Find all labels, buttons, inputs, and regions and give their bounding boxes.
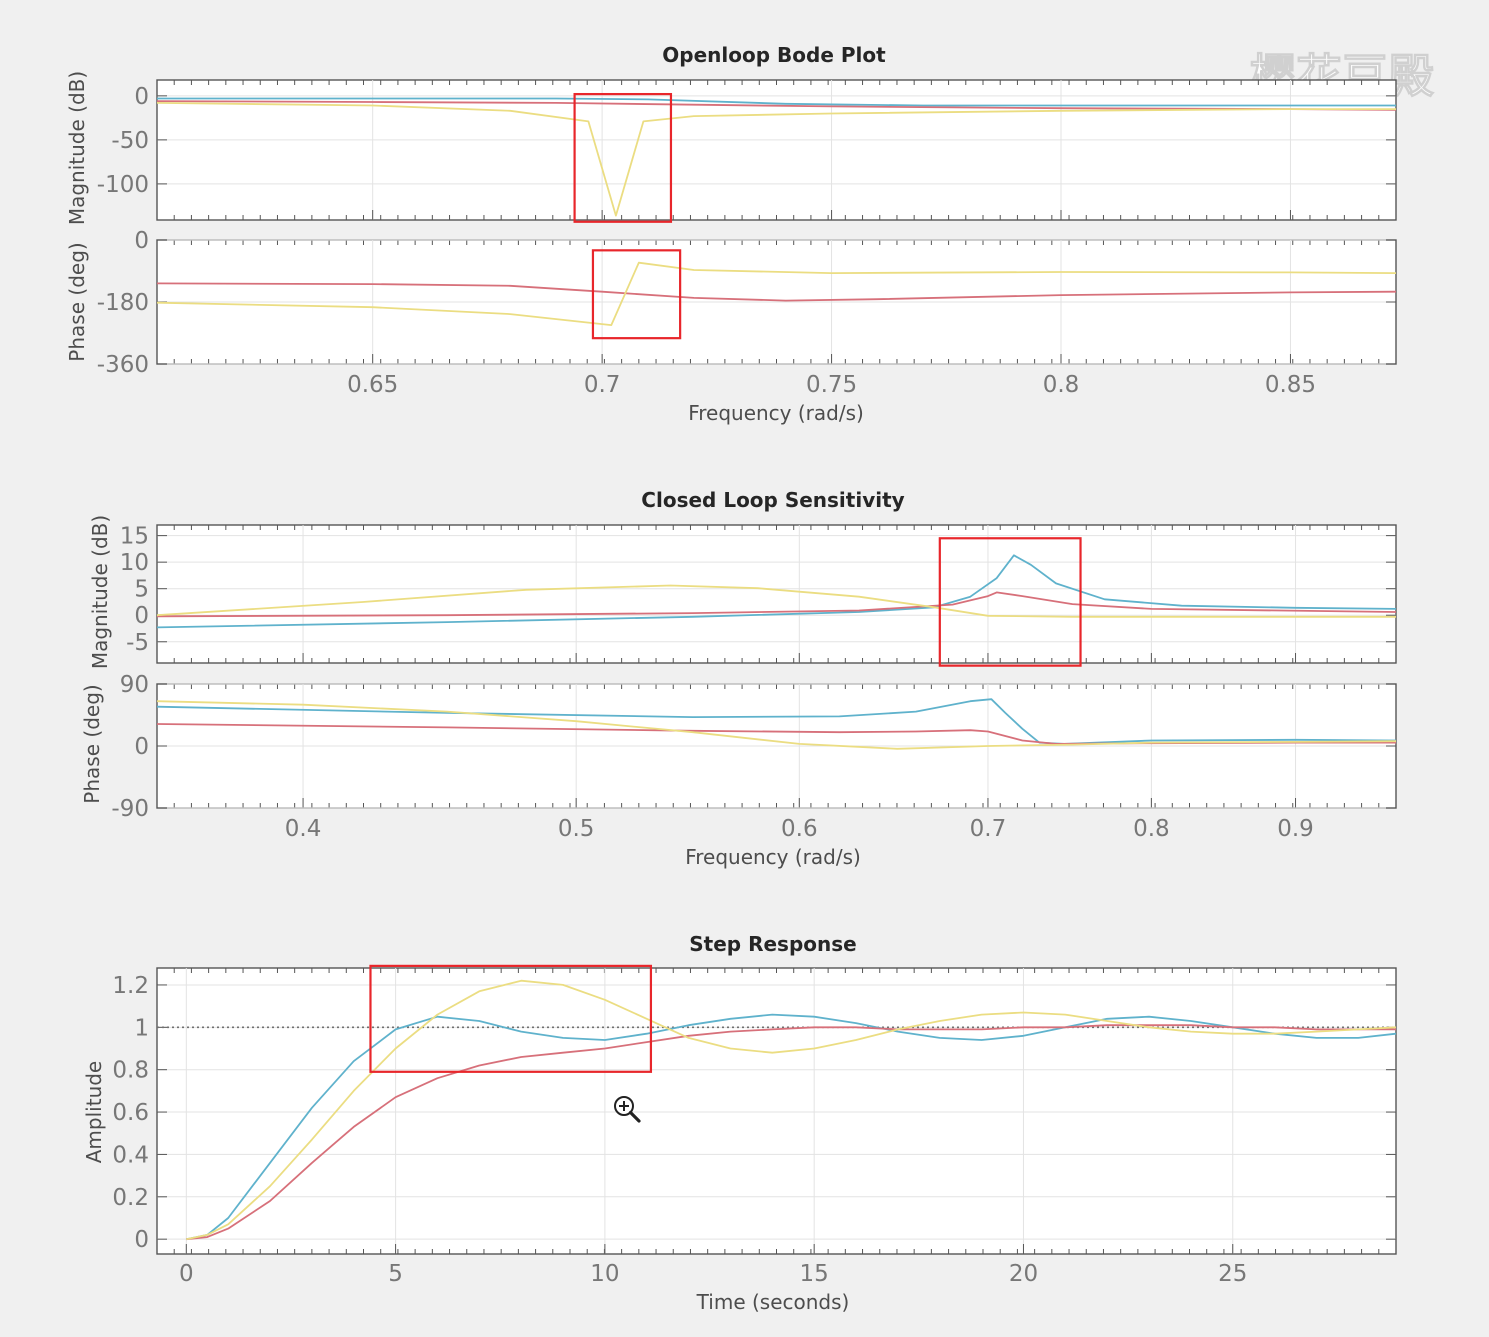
step-x-tick-label: 15 [800, 1261, 829, 1287]
step-x-tick-label: 5 [388, 1261, 403, 1287]
sensitivity-x-tick-label: 0.4 [285, 816, 322, 842]
sensitivity-phase-ylabel: Phase (deg) [80, 684, 104, 803]
step-series-yellow [186, 979, 1397, 1241]
step-y-tick-label: 0.6 [112, 1100, 149, 1126]
step-series-blue [186, 1013, 1397, 1241]
sensitivity-x-tick-label: 0.5 [558, 816, 595, 842]
openloop-x-tick-label: 0.7 [584, 372, 621, 398]
step-xlabel: Time (seconds) [696, 1290, 850, 1314]
openloop-phase-series-red [156, 282, 1397, 302]
sensitivity-mag-series-blue [156, 554, 1397, 629]
openloop-phase-highlight-box [591, 249, 682, 340]
step-plot-area [156, 967, 1397, 1255]
step-y-tick-label: 0.2 [112, 1185, 149, 1211]
step-x-tick-label: 10 [590, 1261, 619, 1287]
step-y-tick-label: 0.8 [112, 1058, 149, 1084]
step-response-axes[interactable]: 0 0.2 0.4 0.6 0.8 1 1.2 0 5 10 15 20 25 [112, 964, 1397, 1287]
openloop-phase-y-tick-label: -360 [97, 352, 149, 378]
openloop-mag-y-tick-label: 0 [134, 84, 149, 110]
openloop-bode-chart: Openloop Bode Plot 0 -50 -100 0 -180 -360 0.6… [65, 43, 1397, 425]
sensitivity-phase-y-tick-label: 90 [120, 672, 149, 698]
sensitivity-title: Closed Loop Sensitivity [641, 488, 904, 512]
sensitivity-phase-y-tick-label: -90 [111, 796, 149, 822]
openloop-phase-y-tick-label: 0 [134, 228, 149, 254]
openloop-mag-ylabel: Magnitude (dB) [65, 71, 89, 225]
openloop-xlabel: Frequency (rad/s) [688, 401, 864, 425]
openloop-x-tick-label: 0.75 [806, 372, 857, 398]
step-highlight-box [369, 964, 653, 1073]
sensitivity-mag-y-tick-label: 15 [120, 524, 149, 550]
step-title: Step Response [689, 932, 856, 956]
openloop-phase-series-yellow [156, 261, 1397, 326]
step-y-tick-label: 0.4 [112, 1142, 149, 1168]
openloop-title: Openloop Bode Plot [662, 43, 886, 67]
openloop-mag-y-tick-label: -100 [97, 172, 149, 198]
sensitivity-x-tick-label: 0.7 [970, 816, 1007, 842]
step-y-tick-label: 0 [134, 1227, 149, 1253]
step-y-tick-label: 1.2 [112, 973, 149, 999]
sensitivity-mag-series-red [156, 591, 1397, 618]
openloop-magnitude-axes[interactable]: 0 -50 -100 [97, 79, 1397, 223]
sensitivity-x-tick-label: 0.9 [1277, 816, 1314, 842]
sensitivity-mag-series-yellow [156, 584, 1396, 618]
openloop-x-tick-label: 0.65 [347, 372, 398, 398]
openloop-phase-y-tick-label: -180 [97, 290, 149, 316]
step-response-chart: Step Response 0 0.2 0.4 0.6 0.8 1 1.2 0 5 10 15 20 2… [82, 932, 1397, 1314]
openloop-mag-series-yellow [156, 102, 1396, 217]
sensitivity-x-tick-label: 0.8 [1133, 816, 1170, 842]
sensitivity-x-tick-label: 0.6 [781, 816, 818, 842]
sensitivity-mag-plot-area [156, 524, 1397, 664]
sensitivity-phase-axes[interactable]: 90 0 -90 0.4 0.5 0.6 0.7 0.8 0.9 [111, 672, 1397, 842]
openloop-mag-highlight-box [573, 92, 673, 223]
openloop-mag-y-tick-label: -50 [111, 128, 149, 154]
sensitivity-phase-y-tick-label: 0 [134, 734, 149, 760]
step-x-tick-label: 0 [179, 1261, 194, 1287]
openloop-x-tick-label: 0.8 [1043, 372, 1080, 398]
step-x-tick-label: 20 [1009, 1261, 1038, 1287]
sensitivity-mag-y-tick-label: 5 [134, 577, 149, 603]
step-series-red [186, 1024, 1396, 1241]
sensitivity-mag-highlight-box [938, 537, 1082, 667]
step-y-tick-label: 1 [134, 1015, 149, 1041]
openloop-x-tick-label: 0.85 [1265, 372, 1316, 398]
step-x-tick-label: 25 [1218, 1261, 1247, 1287]
sensitivity-mag-y-tick-label: 0 [134, 603, 149, 629]
sensitivity-phase-series-yellow [156, 700, 1397, 750]
sensitivity-mag-ylabel: Magnitude (dB) [88, 515, 112, 669]
step-ylabel: Amplitude [82, 1061, 106, 1164]
sensitivity-phase-series-blue [156, 698, 1397, 745]
sensitivity-xlabel: Frequency (rad/s) [685, 845, 861, 869]
openloop-mag-series-blue [157, 97, 1396, 107]
zoom-in-cursor-icon [614, 1096, 641, 1123]
openloop-phase-axes[interactable]: 0 -180 -360 0.65 0.7 0.75 0.8 0.85 [97, 228, 1397, 398]
openloop-phase-ylabel: Phase (deg) [65, 242, 89, 361]
sensitivity-mag-y-tick-label: 10 [120, 550, 149, 576]
sensitivity-mag-y-tick-label: -5 [126, 630, 149, 656]
